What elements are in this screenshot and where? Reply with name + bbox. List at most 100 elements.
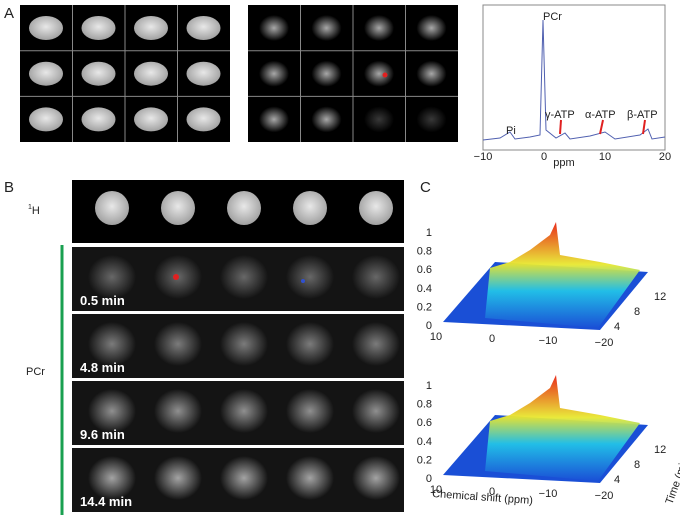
mrsi-image: [259, 15, 289, 41]
plot-frame: [482, 4, 666, 151]
peak-label: γ-ATP: [545, 109, 575, 121]
time-tick-label: 8: [634, 306, 640, 318]
axis-label: Time (min): [664, 453, 680, 506]
mrsi-image: [259, 106, 289, 133]
pcr-blob: [286, 255, 334, 299]
peak-label: β-ATP: [627, 109, 658, 121]
superscript: 1: [28, 204, 32, 211]
z-tick-label: 0: [426, 320, 432, 332]
time-tick-label: 4: [614, 321, 620, 333]
mrsi-image: [311, 106, 342, 133]
pcr-blob: [88, 389, 136, 433]
panel-label: A: [4, 5, 14, 22]
brain-image: [186, 61, 221, 86]
axis-label: Chemical shift (ppm): [432, 488, 533, 507]
panel-label: C: [420, 179, 431, 196]
panel-label: B: [4, 179, 14, 196]
pcr-blob: [286, 456, 334, 500]
pcr-blob: [88, 322, 136, 366]
time-tick-label: 8: [634, 459, 640, 471]
brain-image: [81, 61, 116, 86]
z-tick-label: 0.8: [417, 399, 432, 411]
pcr-blob: [220, 389, 268, 433]
brain-image: [161, 191, 195, 225]
x-tick-label: 20: [659, 151, 671, 163]
brain-image: [81, 107, 116, 132]
pcr-blob: [154, 389, 202, 433]
surface-ridge: [485, 375, 640, 481]
mrsi-image: [416, 106, 447, 133]
z-tick-label: 0.2: [417, 301, 432, 313]
x-tick-label: 10: [430, 484, 442, 496]
x-tick-label: −10: [539, 488, 558, 500]
z-tick-label: 0.4: [417, 436, 432, 448]
pcr-blob: [352, 322, 400, 366]
brain-image: [29, 16, 63, 40]
mrsi-image: [364, 106, 394, 133]
mrsi-image: [364, 60, 394, 87]
x-tick-label: −10: [539, 335, 558, 347]
x-tick-label: 10: [430, 331, 442, 343]
x-tick-label: −20: [595, 337, 614, 349]
mrsi-image: [364, 15, 394, 41]
time-label: 9.6 min: [80, 427, 125, 442]
pcr-blob: [220, 255, 268, 299]
decor: [20, 5, 648, 512]
brain-image: [134, 16, 168, 40]
x-tick-label: −20: [595, 490, 614, 502]
proton-label: 1H: [28, 204, 40, 217]
axis-label: ppm: [553, 157, 574, 169]
peak-label: Pi: [506, 125, 516, 137]
z-tick-label: 0.8: [417, 246, 432, 258]
surface-ridge: [485, 222, 640, 328]
x-tick-label: 0: [489, 333, 495, 345]
brain-image: [134, 107, 168, 132]
z-tick-label: 0: [426, 473, 432, 485]
z-tick-label: 1: [426, 227, 432, 239]
time-label: 14.4 min: [80, 494, 132, 509]
time-tick-label: 12: [654, 291, 666, 303]
mrsi-image: [311, 15, 342, 41]
pcr-blob: [220, 456, 268, 500]
pcr-blob: [154, 456, 202, 500]
arrows: [559, 119, 646, 135]
spectrum-line: [482, 19, 666, 141]
pcr-blob: [352, 389, 400, 433]
pcr-blob: [286, 389, 334, 433]
time-label: 4.8 min: [80, 360, 125, 375]
brain-image: [293, 191, 327, 225]
peak-label: PCr: [543, 11, 562, 23]
marker: [173, 274, 179, 280]
z-tick-label: 0.6: [417, 417, 432, 429]
brain-image: [95, 191, 129, 225]
mrsi-image: [259, 60, 289, 87]
x-tick-label: 0: [541, 151, 547, 163]
brain-image: [81, 16, 116, 40]
mrsi-image: [416, 15, 447, 41]
x-tick-label: 10: [599, 151, 611, 163]
brain-image: [29, 107, 63, 132]
pcr-label: PCr: [26, 366, 45, 378]
pcr-blob: [88, 456, 136, 500]
pcr-blob: [154, 322, 202, 366]
brain-image: [186, 16, 221, 40]
marker: [301, 279, 305, 283]
time-tick-label: 12: [654, 444, 666, 456]
z-tick-label: 0.6: [417, 264, 432, 276]
time-tick-label: 4: [614, 474, 620, 486]
brain-image: [227, 191, 261, 225]
x-tick-label: 0: [489, 486, 495, 498]
pcr-blob: [352, 456, 400, 500]
peak-label: α-ATP: [585, 109, 616, 121]
mrsi-image: [416, 60, 447, 87]
pcr-blob: [352, 255, 400, 299]
z-tick-label: 0.4: [417, 283, 432, 295]
pcr-blob: [286, 322, 334, 366]
brain-image: [29, 61, 63, 86]
brain-image: [134, 61, 168, 86]
pcr-blob: [220, 322, 268, 366]
z-tick-label: 1: [426, 380, 432, 392]
brain-image: [359, 191, 393, 225]
mrsi-image: [311, 60, 342, 87]
